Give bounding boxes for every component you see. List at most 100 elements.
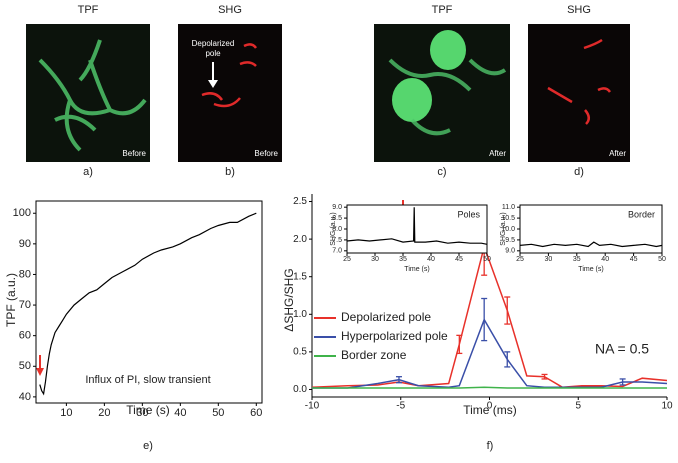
image-tag: Before	[122, 149, 146, 158]
x-tick-label: 45	[455, 256, 463, 263]
error-bar	[456, 334, 463, 355]
y-tick-label: 2.0	[293, 234, 307, 245]
image-caption: b)	[225, 166, 235, 178]
error-bar	[619, 378, 626, 386]
x-tick-label: 30	[545, 256, 553, 263]
y-tick-label: 10.5	[501, 215, 515, 222]
image-caption: a)	[83, 166, 93, 178]
image-caption: c)	[437, 166, 446, 178]
y-tick-label: 7.0	[332, 248, 342, 255]
y-tick-label: 8.5	[332, 215, 342, 222]
y-tick-label: 0.5	[293, 347, 307, 358]
x-tick-label: 50	[212, 407, 224, 419]
x-tick-label: 45	[630, 256, 638, 263]
data-line	[346, 207, 488, 245]
image-title: TPF	[78, 4, 99, 16]
y-axis-label: SHG (a.u.)	[330, 212, 337, 245]
x-tick-label: 60	[250, 407, 262, 419]
chart: 25 30 35 40 45 50 9.0 9.5 10.0 10.5 11.0 Time (s) SH…	[500, 204, 666, 273]
chart-caption: f)	[487, 440, 494, 452]
x-tick-label: 40	[427, 256, 435, 263]
y-tick-label: 9.5	[505, 237, 515, 244]
plot-frame	[35, 200, 263, 404]
x-tick-label: -5	[396, 401, 405, 412]
x-tick-label: 10	[60, 407, 72, 419]
x-tick-label: 30	[371, 256, 379, 263]
image-c	[374, 24, 510, 162]
image-tag: Before	[254, 149, 278, 158]
x-tick-label: 50	[658, 256, 666, 263]
x-tick-label: 50	[483, 256, 491, 263]
arrow-e	[36, 355, 44, 376]
y-tick-label: 9.0	[505, 248, 515, 255]
image-title: SHG	[218, 4, 242, 16]
y-tick-label: 2.5	[293, 196, 307, 207]
x-tick-label: 25	[516, 256, 524, 263]
y-tick-label: 7.5	[332, 237, 342, 244]
x-tick-label: 40	[601, 256, 609, 263]
x-axis-label: Time (s)	[578, 266, 603, 273]
y-tick-label: 70	[19, 299, 31, 311]
error-bar	[395, 376, 402, 384]
x-tick-label: 20	[98, 407, 110, 419]
y-tick-label: 50	[19, 360, 31, 372]
y-axis-label: ΔSHG/SHG	[282, 268, 296, 331]
chart: 25 30 35 40 45 50 7.0 7.5 8.0 8.5 9.0 Time (s) SHG (…	[330, 204, 491, 273]
y-tick-label: 90	[19, 238, 31, 250]
data-line	[312, 386, 667, 389]
plot-frame	[346, 204, 488, 254]
y-tick-label: 40	[19, 391, 31, 403]
y-axis-label: SHG (a.u.)	[500, 212, 507, 245]
image-annotation: pole	[205, 49, 221, 58]
x-tick-label: 0	[487, 401, 493, 412]
x-tick-label: 35	[399, 256, 407, 263]
chart-caption: e)	[143, 440, 153, 452]
image-title: SHG	[567, 4, 591, 16]
x-axis-label: Time (s)	[126, 403, 170, 417]
y-tick-label: 1.0	[293, 309, 307, 320]
chart: -10 -5 0 5 10 0.0 0.5 1.0 1.5 2.0 2.5 Time (ms) ΔSHG…	[282, 194, 673, 452]
x-tick-label: 5	[575, 401, 581, 412]
y-tick-label: 100	[13, 207, 31, 219]
legend-label: Depolarized pole	[341, 310, 431, 324]
y-tick-label: 10.0	[501, 226, 515, 233]
y-tick-label: 80	[19, 268, 31, 280]
x-tick-label: -10	[305, 401, 320, 412]
annotation: NA = 0.5	[595, 341, 649, 357]
legend-label: Hyperpolarized pole	[341, 329, 448, 343]
y-tick-label: 0.0	[293, 384, 307, 395]
x-tick-label: 40	[174, 407, 186, 419]
y-axis-label: TPF (a.u.)	[4, 273, 18, 327]
data-line	[519, 241, 663, 248]
image-tag: After	[609, 149, 626, 158]
y-tick-label: 1.5	[293, 271, 307, 282]
y-tick-label: 60	[19, 330, 31, 342]
x-tick-label: 10	[661, 401, 673, 412]
x-tick-label: 30	[136, 407, 148, 419]
x-tick-label: 35	[573, 256, 581, 263]
y-tick-label: 8.0	[332, 226, 342, 233]
image-title: TPF	[432, 4, 453, 16]
error-bar	[481, 297, 488, 342]
inset-title: Poles	[457, 209, 480, 219]
image-tag: After	[489, 149, 506, 158]
image-a	[26, 24, 150, 162]
y-tick-label: 11.0	[502, 204, 515, 211]
data-line	[39, 212, 257, 396]
image-caption: d)	[574, 166, 584, 178]
image-b	[178, 24, 282, 162]
x-axis-label: Time (ms)	[463, 403, 517, 417]
error-bar	[504, 351, 511, 368]
y-tick-label: 9.0	[332, 204, 342, 211]
chart: 10 20 30 40 50 60 40 50 60 70 80 90 100 Time (s) TPF (…	[4, 200, 263, 452]
image-d	[528, 24, 630, 162]
image-annotation: Depolarized	[192, 39, 235, 48]
annotation: Influx of PI, slow transient	[85, 374, 210, 386]
legend-label: Border zone	[341, 348, 407, 362]
error-bar	[504, 296, 511, 325]
inset-title: Border	[628, 209, 655, 219]
error-bar	[541, 373, 548, 380]
x-axis-label: Time (s)	[404, 266, 429, 273]
x-tick-label: 25	[343, 256, 351, 263]
